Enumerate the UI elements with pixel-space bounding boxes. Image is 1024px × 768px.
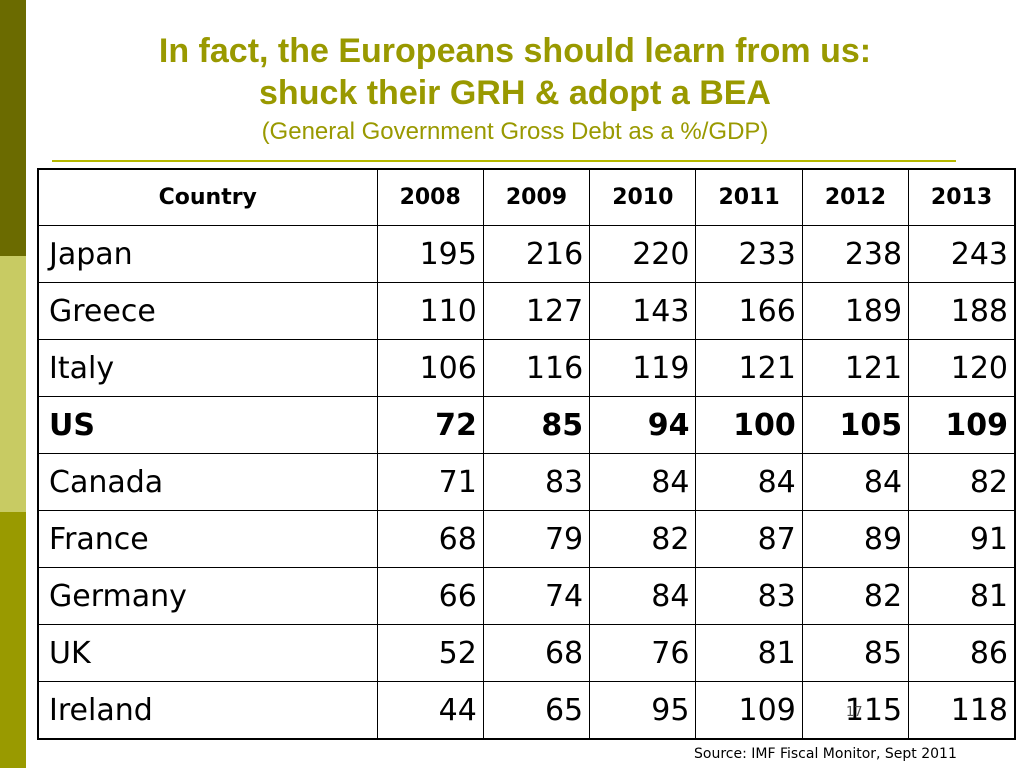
value-cell: 82 [589, 510, 697, 568]
value-cell: 216 [482, 225, 591, 283]
value-cell: 233 [695, 225, 803, 283]
title-line-1: In fact, the Europeans should learn from… [158, 32, 872, 70]
country-cell: Ireland [37, 681, 378, 740]
header-country: Country [37, 168, 378, 226]
value-cell: 243 [908, 225, 1016, 283]
country-cell: US [37, 396, 378, 454]
slide-number: 17 [846, 705, 863, 720]
table-row: Ireland 44 65 95 109 115 118 [37, 681, 1016, 740]
value-cell: 65 [482, 681, 591, 740]
left-accent-bar [0, 0, 26, 768]
title-block: In fact, the Europeans should learn from… [50, 30, 980, 148]
value-cell: 115 [801, 681, 910, 740]
table-row: Canada 71 83 84 84 84 82 [37, 453, 1016, 511]
country-cell: Italy [37, 339, 378, 397]
value-cell: 105 [801, 396, 910, 454]
accent-segment-dark [0, 0, 26, 256]
value-cell: 91 [908, 510, 1016, 568]
value-cell: 143 [589, 282, 697, 340]
header-year: 2009 [482, 168, 591, 226]
accent-segment-mid [0, 512, 26, 768]
value-cell: 120 [908, 339, 1016, 397]
value-cell: 85 [801, 624, 910, 682]
value-cell: 74 [482, 567, 591, 625]
value-cell: 68 [482, 624, 591, 682]
value-cell: 71 [376, 453, 484, 511]
value-cell: 76 [589, 624, 697, 682]
value-cell: 94 [589, 396, 697, 454]
accent-segment-light [0, 256, 26, 512]
table-row: UK 52 68 76 81 85 86 [37, 624, 1016, 682]
value-cell: 81 [695, 624, 803, 682]
country-cell: UK [37, 624, 378, 682]
table-row: Greece 110 127 143 166 189 188 [37, 282, 1016, 340]
value-cell: 82 [801, 567, 910, 625]
value-cell: 84 [589, 567, 697, 625]
value-cell: 79 [482, 510, 591, 568]
value-cell: 81 [908, 567, 1016, 625]
value-cell: 86 [908, 624, 1016, 682]
table-row: Germany 66 74 84 83 82 81 [37, 567, 1016, 625]
value-cell: 238 [801, 225, 910, 283]
value-cell: 84 [695, 453, 803, 511]
value-cell: 220 [589, 225, 697, 283]
subtitle: (General Government Gross Debt as a %/GD… [261, 118, 769, 145]
value-cell: 121 [801, 339, 910, 397]
title-line-2: shuck their GRH & adopt a BEA [259, 74, 771, 112]
value-cell: 121 [695, 339, 803, 397]
table-row: France 68 79 82 87 89 91 [37, 510, 1016, 568]
value-cell: 84 [589, 453, 697, 511]
header-year: 2013 [908, 168, 1016, 226]
header-year: 2011 [695, 168, 803, 226]
value-cell: 84 [801, 453, 910, 511]
value-cell: 44 [376, 681, 484, 740]
source-note: Source: IMF Fiscal Monitor, Sept 2011 [694, 746, 957, 762]
value-cell: 127 [482, 282, 591, 340]
country-cell: France [37, 510, 378, 568]
value-cell: 166 [695, 282, 803, 340]
country-cell: Greece [37, 282, 378, 340]
value-cell: 109 [908, 396, 1016, 454]
value-cell: 116 [482, 339, 591, 397]
country-cell: Japan [37, 225, 378, 283]
header-year: 2012 [801, 168, 910, 226]
value-cell: 83 [482, 453, 591, 511]
value-cell: 195 [376, 225, 484, 283]
value-cell: 66 [376, 567, 484, 625]
debt-table: Country 2008 2009 2010 2011 2012 2013 Ja… [37, 168, 1016, 740]
value-cell: 109 [695, 681, 803, 740]
value-cell: 82 [908, 453, 1016, 511]
value-cell: 100 [695, 396, 803, 454]
table-row: Italy 106 116 119 121 121 120 [37, 339, 1016, 397]
value-cell: 106 [376, 339, 484, 397]
value-cell: 110 [376, 282, 484, 340]
table-row: Japan 195 216 220 233 238 243 [37, 225, 1016, 283]
value-cell: 83 [695, 567, 803, 625]
table-header-row: Country 2008 2009 2010 2011 2012 2013 [37, 168, 1016, 226]
value-cell: 95 [589, 681, 697, 740]
country-cell: Canada [37, 453, 378, 511]
value-cell: 89 [801, 510, 910, 568]
value-cell: 189 [801, 282, 910, 340]
country-cell: Germany [37, 567, 378, 625]
value-cell: 72 [376, 396, 484, 454]
value-cell: 52 [376, 624, 484, 682]
value-cell: 68 [376, 510, 484, 568]
header-year: 2008 [376, 168, 484, 226]
value-cell: 87 [695, 510, 803, 568]
value-cell: 119 [589, 339, 697, 397]
header-year: 2010 [589, 168, 697, 226]
value-cell: 118 [908, 681, 1016, 740]
value-cell: 188 [908, 282, 1016, 340]
table-row-highlighted: US 72 85 94 100 105 109 [37, 396, 1016, 454]
title-divider [52, 160, 956, 162]
value-cell: 85 [482, 396, 591, 454]
